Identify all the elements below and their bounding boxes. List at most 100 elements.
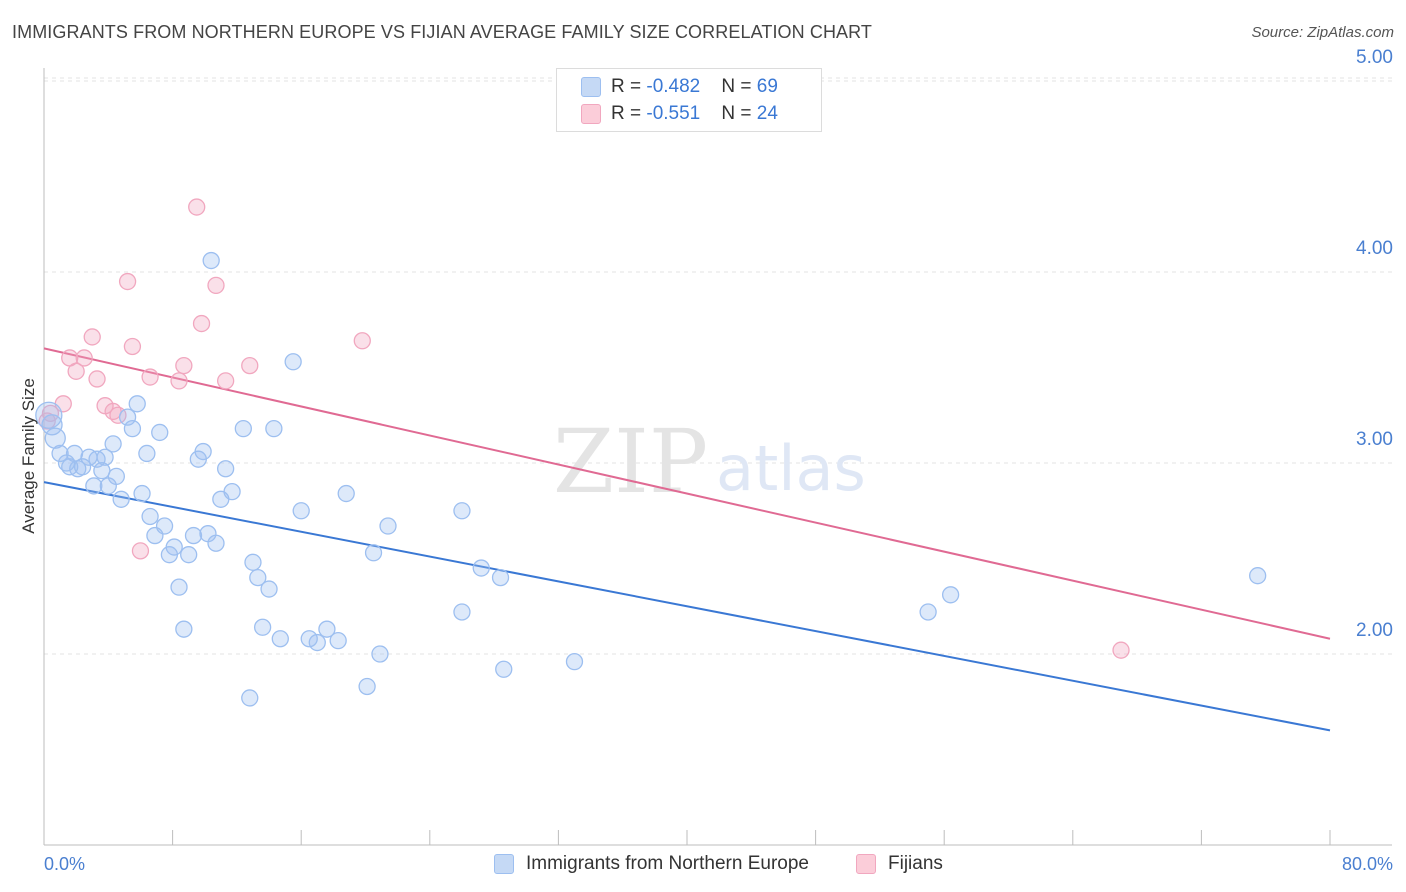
point-fijians xyxy=(118,272,137,291)
trend-line-immigrants xyxy=(43,481,1331,732)
y-tick-label: 3.00 xyxy=(1356,429,1393,450)
series-label-fijians: Fijians xyxy=(888,853,943,874)
legend-row-immigrants: R = -0.482 N = 69 xyxy=(581,75,778,99)
point-immigrants xyxy=(85,477,103,495)
point-immigrants xyxy=(107,467,125,486)
point-immigrants xyxy=(165,538,183,556)
point-immigrants xyxy=(244,553,262,571)
x-tick-label-min: 0.0% xyxy=(44,854,85,874)
point-immigrants xyxy=(138,444,156,463)
point-immigrants xyxy=(292,502,310,520)
y-tick-label: 5.00 xyxy=(1356,47,1393,68)
point-immigrants xyxy=(1249,567,1267,585)
trend-layer xyxy=(43,347,1331,732)
point-immigrants xyxy=(180,546,198,564)
x-tick-label-max: 80.0% xyxy=(1342,854,1393,874)
legend-swatch-pink xyxy=(581,104,601,124)
point-fijians xyxy=(75,349,93,367)
point-immigrants xyxy=(265,419,283,438)
point-fijians xyxy=(83,328,101,346)
y-tick-label: 2.00 xyxy=(1356,620,1393,641)
point-fijians xyxy=(241,356,259,375)
point-immigrants xyxy=(112,490,130,508)
point-immigrants xyxy=(104,435,122,453)
point-immigrants xyxy=(453,502,471,520)
point-immigrants xyxy=(194,442,212,461)
y-tick-label: 4.00 xyxy=(1356,238,1393,259)
legend-r-label: R = xyxy=(611,76,647,97)
point-immigrants xyxy=(308,633,326,652)
point-fijians xyxy=(38,412,56,430)
point-fijians xyxy=(123,337,142,356)
point-immigrants xyxy=(260,580,278,598)
y-axis-title: Average Family Size xyxy=(19,378,38,534)
point-immigrants xyxy=(919,603,937,621)
point-fijians xyxy=(175,356,193,375)
point-immigrants xyxy=(133,484,151,503)
point-fijians xyxy=(207,276,225,295)
point-immigrants xyxy=(184,526,203,545)
point-immigrants xyxy=(155,517,174,535)
point-immigrants xyxy=(472,559,490,577)
legend-row-fijians: R = -0.551 N = 24 xyxy=(581,102,778,126)
point-immigrants xyxy=(491,568,510,587)
point-fijians xyxy=(141,368,159,386)
point-immigrants xyxy=(207,534,225,552)
point-immigrants xyxy=(175,620,193,638)
point-immigrants xyxy=(371,645,389,663)
point-immigrants xyxy=(73,458,92,476)
point-immigrants xyxy=(216,460,235,478)
point-immigrants xyxy=(453,603,471,621)
point-immigrants xyxy=(249,568,267,587)
chart-title: IMMIGRANTS FROM NORTHERN EUROPE VS FIJIA… xyxy=(12,22,873,42)
point-immigrants xyxy=(202,251,220,270)
point-immigrants xyxy=(358,677,376,696)
axis-layer xyxy=(43,68,1392,846)
point-fijians xyxy=(67,362,85,380)
point-fijians xyxy=(88,370,106,388)
legend-r-value-fijians: -0.551 xyxy=(646,103,701,124)
point-immigrants xyxy=(41,414,63,436)
legend-n-value-fijians: 24 xyxy=(756,103,778,124)
point-immigrants xyxy=(329,631,347,650)
point-immigrants xyxy=(253,618,272,636)
point-immigrants xyxy=(234,419,252,438)
point-immigrants xyxy=(51,444,69,463)
point-immigrants xyxy=(223,482,241,501)
series-swatch-blue xyxy=(494,854,514,874)
point-immigrants xyxy=(44,427,66,449)
point-immigrants xyxy=(151,423,169,442)
legend-n-label: N = xyxy=(721,103,757,124)
legend-r-value-immigrants: -0.482 xyxy=(646,76,701,97)
point-immigrants xyxy=(241,689,259,707)
point-immigrants xyxy=(318,620,336,638)
point-immigrants xyxy=(379,517,397,535)
label-layer: 2.00 3.00 4.00 5.00 0.0% 80.0% xyxy=(44,47,1393,874)
points-layer xyxy=(35,198,1267,707)
legend-n-value-immigrants: 69 xyxy=(756,76,778,97)
series-legend-immigrants[interactable]: Immigrants from Northern Europe xyxy=(494,852,809,876)
watermark-zip: ZIP xyxy=(553,410,708,513)
source-credit: Source: ZipAtlas.com xyxy=(1251,24,1394,41)
series-legend-fijians[interactable]: Fijians xyxy=(856,852,943,876)
point-fijians xyxy=(1112,641,1130,659)
point-immigrants xyxy=(495,660,513,678)
point-fijians xyxy=(216,372,235,390)
point-immigrants xyxy=(941,586,960,604)
point-immigrants xyxy=(123,419,142,438)
point-immigrants xyxy=(337,484,355,503)
watermark-atlas: atlas xyxy=(716,432,866,505)
legend-n-label: N = xyxy=(721,76,757,97)
point-immigrants xyxy=(364,544,383,562)
point-immigrants xyxy=(565,652,584,671)
point-immigrants xyxy=(128,395,146,413)
point-fijians xyxy=(192,314,211,333)
correlation-legend: R = -0.482 N = 69 R = -0.551 N = 24 xyxy=(556,68,822,132)
series-label-immigrants: Immigrants from Northern Europe xyxy=(526,853,809,874)
point-fijians xyxy=(131,542,150,560)
series-swatch-pink xyxy=(856,854,876,874)
point-fijians xyxy=(188,198,206,216)
legend-swatch-blue xyxy=(581,77,601,97)
legend-r-label: R = xyxy=(611,103,647,124)
